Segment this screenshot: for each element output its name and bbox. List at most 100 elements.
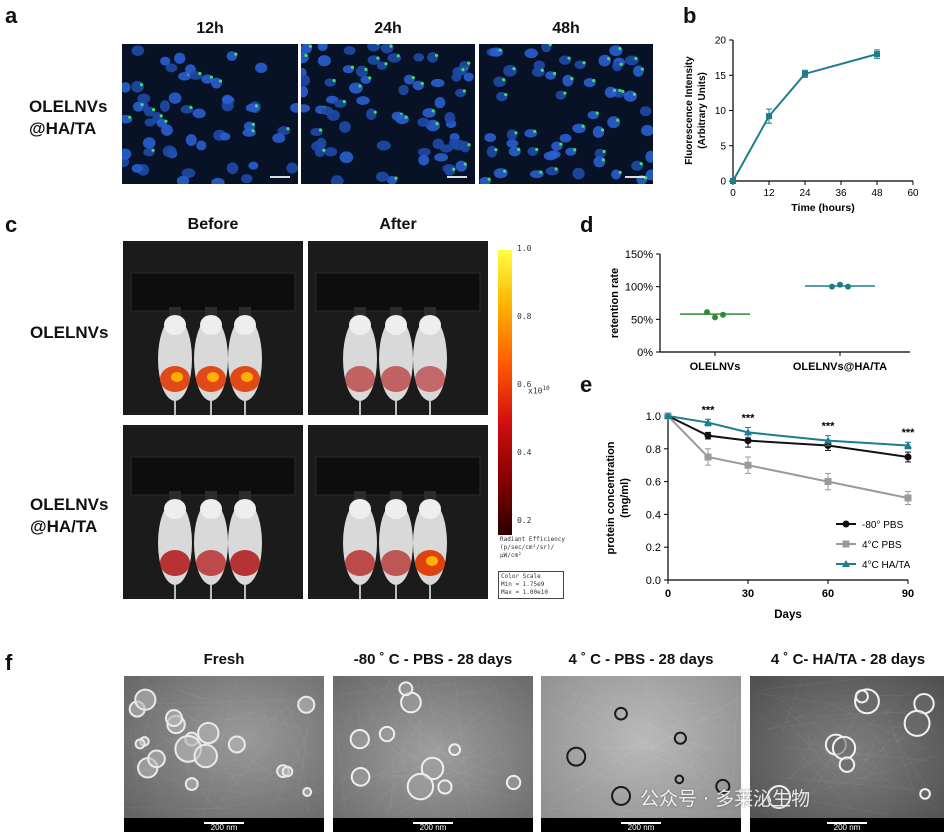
vesicle (437, 779, 453, 795)
mouse-head (234, 499, 256, 519)
chart-b: 0 5 10 15 20 0 12 24 36 48 60 Time (hours) Fluoresce… (684, 36, 919, 215)
vesicle (420, 756, 445, 781)
cell-nucleus (572, 167, 585, 180)
mouse-head (349, 315, 371, 335)
background-fiber (285, 786, 310, 810)
background-fiber (564, 700, 702, 748)
background-fiber (646, 701, 663, 818)
data-point (704, 453, 712, 461)
y-tick-label: 50% (631, 314, 653, 326)
background-fiber (403, 751, 405, 790)
background-fiber (280, 693, 308, 749)
green-signal (498, 48, 502, 52)
panel-letter-b: b (683, 3, 697, 28)
background-fiber (454, 682, 471, 818)
background-fiber (408, 683, 515, 728)
background-fiber (302, 762, 309, 813)
vesicle (227, 735, 246, 754)
mouse-head (164, 499, 186, 519)
cell-nucleus (339, 121, 351, 133)
tem-scalebar: 200 nm (333, 818, 533, 832)
cell-nucleus (301, 104, 311, 113)
cell-nucleus (633, 65, 644, 77)
background-fiber (637, 695, 723, 719)
green-signal (350, 65, 355, 69)
cell-nucleus (417, 147, 431, 157)
background-fiber (254, 747, 322, 784)
background-fiber (804, 691, 931, 751)
background-fiber (270, 698, 281, 738)
y-axis-label: protein concentration (605, 441, 617, 554)
y-tick-label: 0% (637, 347, 653, 359)
y-axis-label-units: (mg/ml) (619, 478, 631, 518)
vesicle (164, 709, 183, 728)
background-fiber (807, 732, 812, 749)
background-fiber (800, 754, 940, 797)
background-fiber (562, 708, 709, 780)
cell-nucleus (645, 150, 653, 163)
data-point (845, 283, 851, 290)
background-fiber (871, 688, 918, 712)
background-fiber (202, 678, 238, 818)
green-signal (389, 44, 393, 48)
background-fiber (193, 797, 297, 811)
green-signal (639, 162, 643, 166)
background-fiber (562, 680, 605, 733)
cell-nucleus (547, 150, 561, 159)
mouse-head (385, 315, 407, 335)
data-point (704, 418, 712, 426)
tem-title-4c-pbs: 4 ˚ C - PBS - 28 days (568, 651, 714, 668)
green-signal (461, 68, 465, 72)
background-fiber (774, 696, 940, 812)
green-signal (151, 148, 155, 152)
cell-nucleus (122, 148, 132, 160)
mouse-head (419, 315, 441, 335)
background-fiber (129, 727, 140, 796)
cell-nucleus (376, 171, 389, 182)
cell-nucleus (413, 53, 425, 62)
vesicle (614, 706, 628, 721)
cell-nucleus (432, 138, 444, 150)
cell-nucleus (493, 168, 508, 179)
legend-label: -80° PBS (862, 520, 904, 531)
background-fiber (260, 702, 270, 731)
green-signal (582, 61, 586, 65)
legend-marker (842, 540, 850, 548)
cell-nucleus (367, 44, 381, 52)
micro-scalebar (270, 176, 290, 178)
background-fiber (804, 703, 900, 769)
background-fiber (375, 694, 440, 787)
background-fiber (546, 701, 628, 768)
background-fiber (583, 703, 734, 793)
background-fiber (364, 694, 503, 813)
vesicle (406, 772, 435, 801)
cell-nucleus (463, 72, 474, 82)
green-signal (567, 56, 571, 60)
vesicle (919, 788, 931, 800)
cell-nucleus (255, 62, 268, 73)
cell-nucleus (524, 48, 538, 59)
cell-nucleus (159, 100, 171, 112)
panel-letter-a: a (5, 3, 18, 28)
cell-nucleus (324, 147, 338, 157)
green-signal (452, 167, 456, 171)
cell-nucleus (165, 63, 178, 73)
vesicle (147, 749, 166, 769)
micrograph-48h (479, 44, 653, 184)
background-fiber (216, 681, 265, 705)
vesicle (184, 777, 199, 791)
green-signal (463, 162, 467, 166)
green-signal (487, 177, 491, 181)
background-fiber (580, 762, 625, 791)
watermark: 公众号 · 多莱泌生物 (640, 788, 811, 810)
x-axis-label: Time (hours) (791, 202, 854, 214)
cell-nucleus (612, 61, 623, 72)
green-signal (494, 148, 498, 152)
colorbar-tick-1: 1.0 (517, 244, 532, 253)
exponent-power: 10 (542, 385, 550, 392)
fluorescence-signal (196, 550, 226, 576)
cell-nucleus (559, 133, 572, 143)
background-fiber (143, 698, 312, 705)
x-tick-label: 60 (822, 588, 834, 600)
background-fiber (650, 696, 741, 750)
